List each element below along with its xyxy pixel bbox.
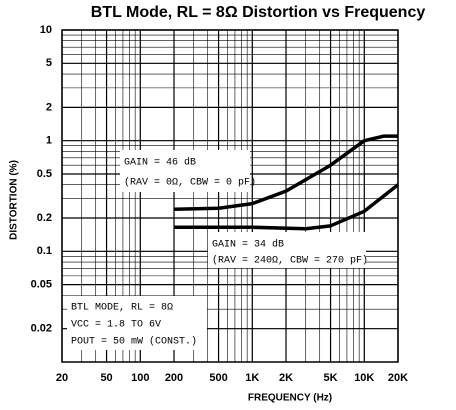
line (174, 183, 400, 231)
x-tick-label: 200 (165, 372, 183, 384)
x-tick-label: 2K (279, 372, 293, 384)
y-tick-label: 0.02 (31, 323, 52, 335)
y-tick-label: 10 (40, 24, 52, 36)
series-label: GAIN = 46 dB (124, 157, 196, 169)
plot-frame (61, 29, 399, 363)
annotation: (RAV = 0Ω, CBW = 0 pF) (124, 177, 256, 189)
line (173, 134, 398, 212)
x-tick-label: 50 (100, 372, 112, 384)
x-tick-label: 1K (245, 372, 259, 384)
annotation: (RAV = 240Ω, CBW = 270 pF) (212, 255, 368, 267)
y-tick-label: 2 (46, 101, 52, 113)
x-tick-label: 10K (354, 372, 374, 384)
annotation: POUT = 50 mW (CONST.) (71, 336, 197, 348)
y-tick-label: 0.2 (37, 212, 52, 224)
y-tick-label: 0.1 (37, 245, 52, 257)
x-tick-label: 5K (324, 372, 338, 384)
x-tick-label: 500 (209, 372, 227, 384)
annotation-box (67, 296, 207, 350)
y-tick-label: 0.05 (31, 279, 52, 291)
y-axis-label: DISTORTION (%) (9, 160, 20, 240)
y-tick-label: 0.5 (37, 168, 52, 180)
x-tick-label: 20 (56, 372, 68, 384)
x-axis-label: FREQUENCY (Hz) (248, 393, 332, 404)
y-tick-label: 1 (46, 135, 52, 147)
x-tick-label: 100 (131, 372, 149, 384)
annotation-box (120, 150, 250, 192)
x-tick-label: 20K (388, 372, 408, 384)
annotation: BTL MODE, RL = 8Ω (71, 303, 173, 314)
annotation: VCC = 1.8 TO 6V (71, 320, 161, 331)
series-label: GAIN = 34 dB (212, 239, 284, 251)
y-tick-label: 5 (46, 57, 52, 69)
annotation-box (208, 232, 366, 268)
chart-title: BTL Mode, RL = 8Ω Distortion vs Frequenc… (91, 4, 426, 21)
